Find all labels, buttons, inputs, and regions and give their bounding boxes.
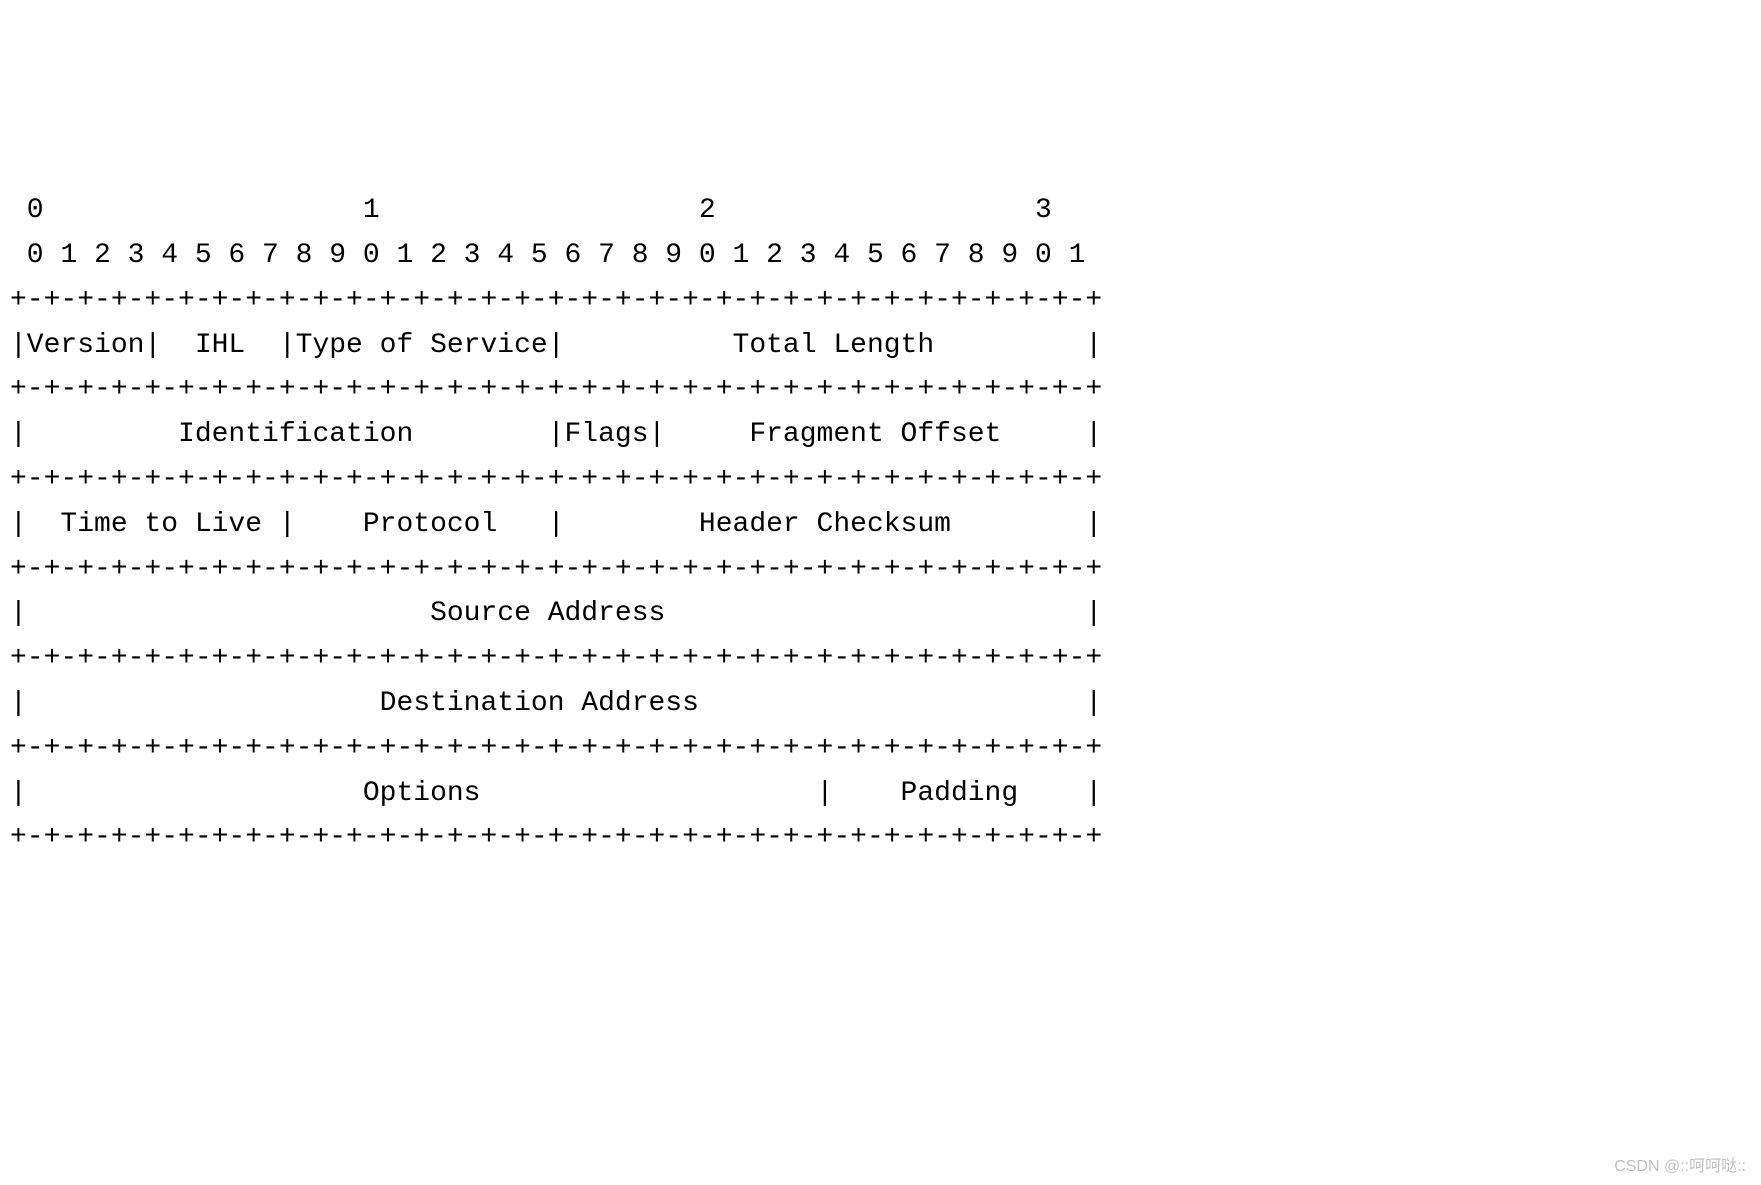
row-2: | Time to Live | Protocol | Header Check…	[10, 509, 1102, 540]
separator-0: +-+-+-+-+-+-+-+-+-+-+-+-+-+-+-+-+-+-+-+-…	[10, 285, 1102, 316]
separator-4: +-+-+-+-+-+-+-+-+-+-+-+-+-+-+-+-+-+-+-+-…	[10, 643, 1102, 674]
row-1: | Identification |Flags| Fragment Offset…	[10, 419, 1102, 450]
separator-2: +-+-+-+-+-+-+-+-+-+-+-+-+-+-+-+-+-+-+-+-…	[10, 464, 1102, 495]
row-0: |Version| IHL |Type of Service| Total Le…	[10, 330, 1102, 361]
row-4: | Destination Address |	[10, 688, 1102, 719]
ruler-tens: 0 1 2 3	[10, 195, 1052, 226]
separator-1: +-+-+-+-+-+-+-+-+-+-+-+-+-+-+-+-+-+-+-+-…	[10, 374, 1102, 405]
separator-5: +-+-+-+-+-+-+-+-+-+-+-+-+-+-+-+-+-+-+-+-…	[10, 733, 1102, 764]
ip-header-ascii-diagram: 0 1 2 3 0 1 2 3 4 5 6 7 8 9 0 1 2 3 4 5 …	[10, 189, 1751, 861]
row-3: | Source Address |	[10, 598, 1102, 629]
separator-6: +-+-+-+-+-+-+-+-+-+-+-+-+-+-+-+-+-+-+-+-…	[10, 822, 1102, 853]
ruler-bits: 0 1 2 3 4 5 6 7 8 9 0 1 2 3 4 5 6 7 8 9 …	[10, 240, 1085, 271]
row-5: | Options | Padding |	[10, 778, 1102, 809]
separator-3: +-+-+-+-+-+-+-+-+-+-+-+-+-+-+-+-+-+-+-+-…	[10, 554, 1102, 585]
watermark-text: CSDN @::呵呵哒::	[1614, 1154, 1746, 1180]
